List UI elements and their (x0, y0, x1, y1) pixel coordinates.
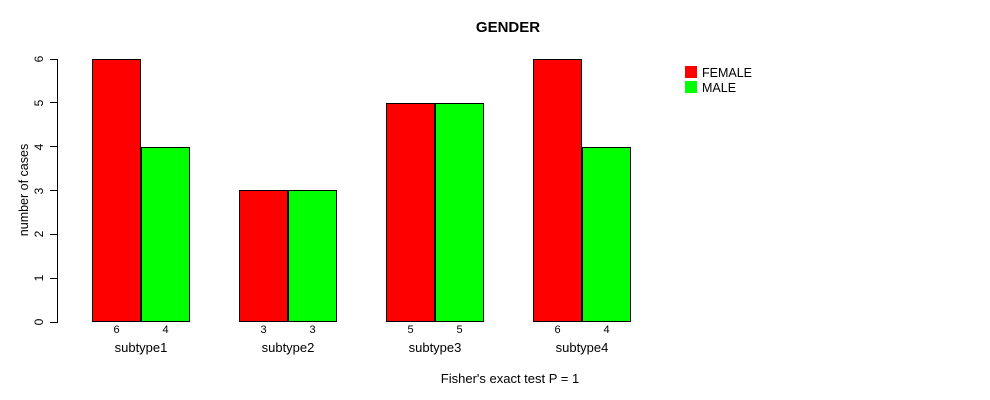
y-tick-label: 4 (32, 143, 46, 150)
x-axis-caption: Fisher's exact test P = 1 (440, 371, 580, 386)
y-tick-mark (50, 233, 57, 235)
legend-label: FEMALE (702, 66, 753, 80)
y-axis-line (57, 59, 58, 323)
bar-value-label: 3 (260, 324, 267, 336)
bar-value-label: 4 (603, 324, 610, 336)
bar-female-subtype4 (533, 59, 582, 322)
legend-swatch-female (685, 66, 697, 78)
legend-swatch-male (685, 81, 697, 93)
y-tick-mark (50, 102, 57, 104)
bar-value-label: 5 (456, 324, 463, 336)
bar-value-label: 6 (554, 324, 561, 336)
y-tick-label: 0 (32, 318, 46, 326)
category-label-subtype1: subtype1 (114, 340, 168, 355)
y-tick-label: 3 (32, 187, 46, 194)
bar-value-label: 4 (162, 324, 169, 336)
bar-value-label: 3 (309, 324, 316, 336)
y-tick-mark (50, 277, 57, 279)
bar-male-subtype4 (582, 147, 631, 322)
legend-label: MALE (702, 81, 737, 95)
y-tick-label: 1 (32, 274, 46, 282)
y-tick-label: 2 (32, 230, 46, 238)
y-axis-label: number of cases (17, 143, 31, 237)
bar-female-subtype3 (386, 103, 435, 322)
category-label-subtype2: subtype2 (261, 340, 315, 355)
chart-title: GENDER (475, 19, 541, 36)
bar-female-subtype1 (92, 59, 141, 322)
y-tick-label: 5 (32, 99, 46, 107)
bar-male-subtype1 (141, 147, 190, 322)
y-tick-mark (50, 58, 57, 60)
bar-female-subtype2 (239, 190, 288, 322)
category-label-subtype3: subtype3 (408, 340, 462, 355)
bar-value-label: 6 (113, 324, 120, 336)
bar-value-label: 5 (407, 324, 414, 336)
y-tick-mark (50, 190, 57, 191)
y-tick-label: 6 (32, 55, 46, 63)
y-tick-mark (50, 321, 57, 323)
bar-male-subtype2 (288, 190, 337, 322)
bar-male-subtype3 (435, 103, 484, 322)
y-tick-mark (50, 146, 57, 148)
category-label-subtype4: subtype4 (555, 340, 609, 355)
